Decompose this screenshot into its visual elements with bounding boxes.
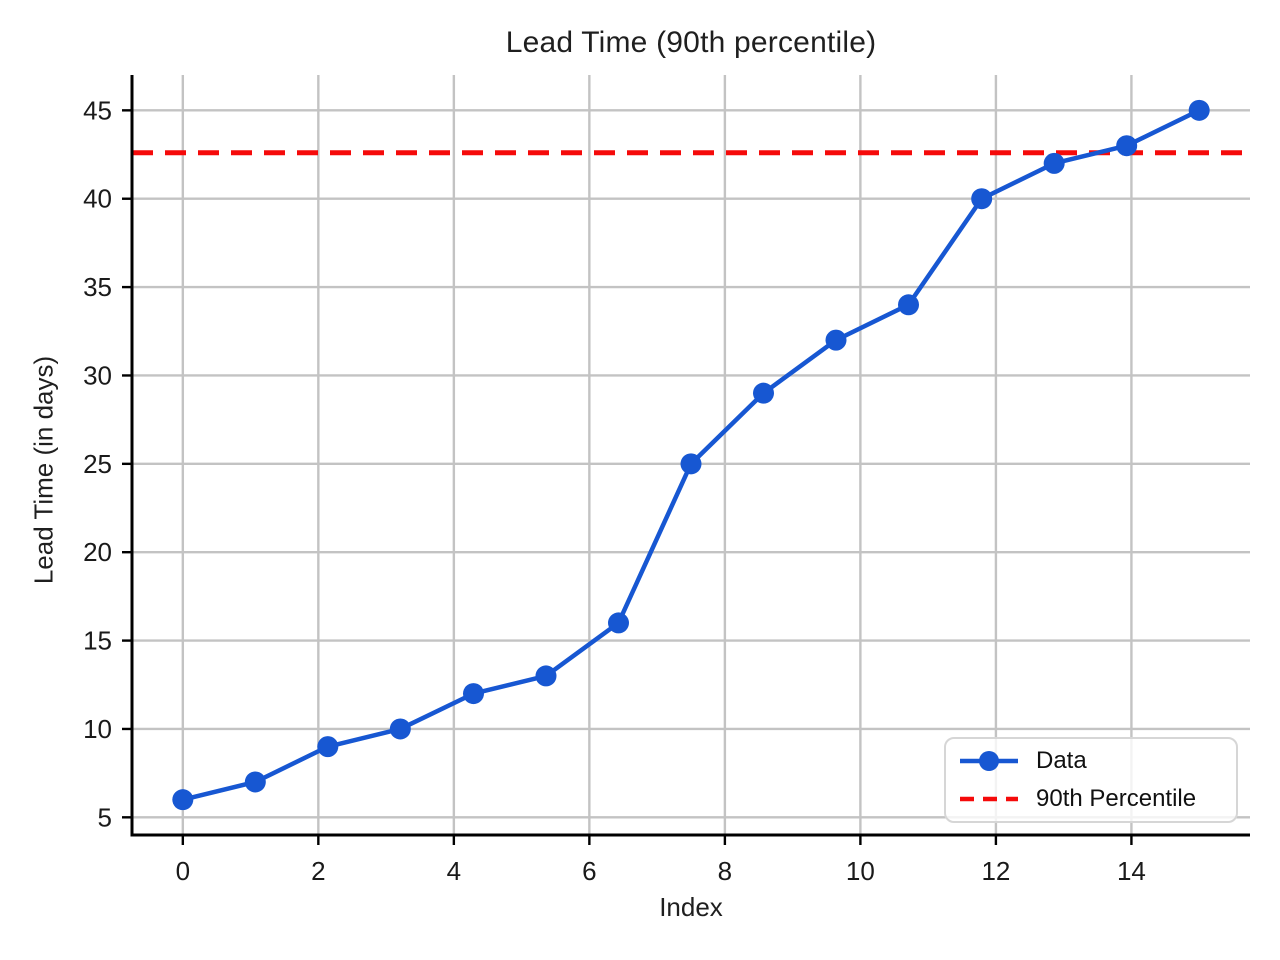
data-point-marker <box>1043 152 1065 174</box>
x-tick-label: 4 <box>447 856 461 886</box>
data-point-marker <box>898 294 920 316</box>
data-point-marker <box>1116 135 1138 157</box>
x-tick-label: 14 <box>1117 856 1146 886</box>
x-tick-label: 6 <box>582 856 596 886</box>
legend: Data 90th Percentile <box>944 737 1238 823</box>
legend-label-percentile: 90th Percentile <box>1036 785 1197 812</box>
y-tick-label: 30 <box>83 360 112 390</box>
y-tick-label: 40 <box>83 184 112 214</box>
legend-dashed-line-swatch <box>960 796 1018 802</box>
data-point-marker <box>680 453 702 475</box>
x-tick-label: 12 <box>981 856 1010 886</box>
data-point-marker <box>389 718 411 740</box>
legend-item-percentile: 90th Percentile <box>958 784 1236 814</box>
y-tick-label: 20 <box>83 537 112 567</box>
y-tick-label: 5 <box>98 802 112 832</box>
data-point-marker <box>753 382 775 404</box>
x-tick-label: 8 <box>718 856 732 886</box>
legend-line-marker-swatch <box>960 751 1018 771</box>
data-point-marker <box>172 789 194 811</box>
data-point-marker <box>535 665 557 687</box>
data-point-marker <box>462 683 484 705</box>
x-axis-label: Index <box>659 892 723 922</box>
legend-label-data: Data <box>1036 747 1087 774</box>
x-tick-label: 0 <box>176 856 190 886</box>
data-point-marker <box>1188 99 1210 121</box>
data-point-marker <box>607 612 629 634</box>
y-tick-label: 10 <box>83 714 112 744</box>
y-tick-label: 15 <box>83 626 112 656</box>
x-tick-label: 10 <box>846 856 875 886</box>
data-point-marker <box>317 736 339 758</box>
data-point-marker <box>825 329 847 351</box>
y-tick-label: 45 <box>83 95 112 125</box>
data-point-marker <box>971 188 993 210</box>
y-tick-label: 35 <box>83 272 112 302</box>
data-point-marker <box>244 771 266 793</box>
x-tick-label: 2 <box>311 856 325 886</box>
chart-title: Lead Time (90th percentile) <box>505 26 877 59</box>
y-tick-label: 25 <box>83 449 112 479</box>
legend-item-data: Data <box>958 746 1236 776</box>
y-axis-label: Lead Time (in days) <box>28 355 59 585</box>
